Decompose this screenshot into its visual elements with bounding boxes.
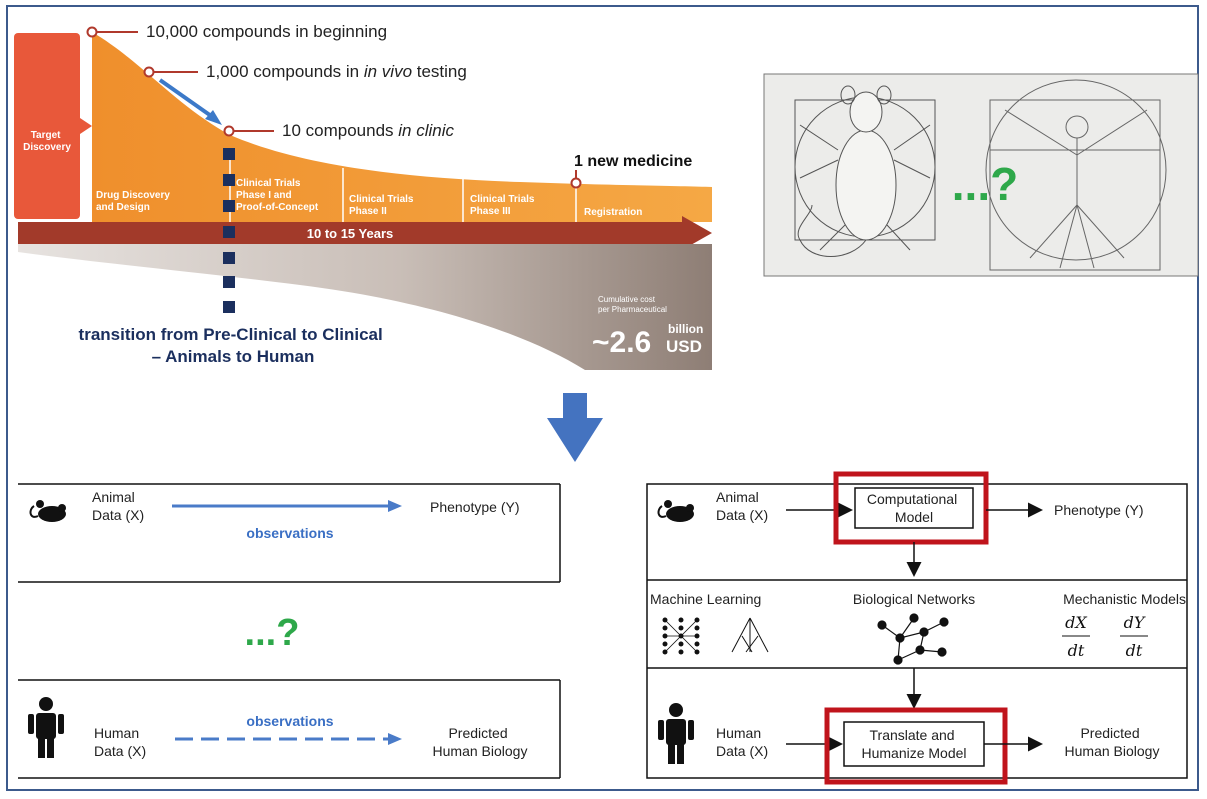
figure-frame	[6, 5, 1199, 791]
stage-registration-label: Registration	[584, 207, 642, 218]
timeline-arrow	[18, 216, 712, 250]
left-phenotype: Phenotype (Y)	[430, 499, 520, 515]
right-phenotype: Phenotype (Y)	[1054, 502, 1144, 518]
drug-pipeline-funnel: Target Discovery Drug Discovery and Desi…	[14, 22, 712, 370]
target-discovery-notch	[80, 118, 92, 134]
left-animal-label: Animal Data (X)	[92, 489, 144, 523]
right-predicted: Predicted Human Biology	[1065, 725, 1160, 759]
svg-text:dt: dt	[1126, 641, 1143, 660]
human-icon	[28, 697, 64, 758]
right-panel: Animal Data (X) Computational Model Phen…	[646, 471, 1188, 785]
callout-10000: 10,000 compounds in beginning	[146, 22, 387, 41]
cost-unit: billion USD	[666, 320, 708, 356]
svg-text:dt: dt	[1068, 641, 1085, 660]
target-discovery-label: Target Discovery	[23, 130, 71, 153]
ml-label: Machine Learning	[650, 591, 761, 607]
vitruvian-sketch: ...?	[763, 73, 1199, 277]
transition-dashed-marker	[223, 148, 235, 313]
callout-10: 10 compounds in clinic	[282, 121, 454, 140]
translate-model-highlight	[824, 707, 1008, 785]
cumulative-cost-area	[18, 244, 712, 370]
marker-10000	[86, 26, 98, 38]
sketch-question: ...?	[952, 158, 1018, 210]
callout-1000: 1,000 compounds in in vivo testing	[206, 62, 467, 81]
callout-new-medicine: 1 new medicine	[574, 153, 692, 170]
decline-arrow-shaft	[158, 78, 216, 120]
network-graph-icon	[877, 613, 949, 665]
right-mouse-icon	[657, 500, 694, 522]
mech-models-label: Mechanistic Models	[1063, 591, 1186, 607]
marker-new-medicine	[570, 177, 582, 189]
decline-arrow-head	[205, 110, 222, 125]
left-panel: Animal Data (X) observations Phenotype (…	[18, 483, 561, 779]
right-human-label: Human Data (X)	[716, 725, 768, 759]
marker-10	[223, 125, 235, 137]
down-arrow	[547, 393, 603, 462]
left-observations-bottom: observations	[246, 713, 333, 729]
left-predicted: Predicted Human Biology	[433, 725, 528, 759]
timeline-label: 10 to 15 Years	[307, 226, 394, 241]
computational-model-box	[854, 487, 974, 529]
translate-model-label: Translate and Humanize Model	[861, 727, 966, 761]
mouse-icon	[29, 500, 66, 522]
stage-clinical-2-label: Clinical Trials Phase II	[349, 194, 416, 217]
decision-tree-icon	[731, 617, 769, 653]
bio-networks-label: Biological Networks	[853, 591, 975, 607]
stage-clinical-3-label: Clinical Trials Phase III	[470, 194, 537, 217]
computational-model-label: Computational Model	[867, 491, 961, 525]
left-question: ...?	[245, 612, 300, 654]
svg-text:dY: dY	[1124, 613, 1146, 632]
left-observations-top: observations	[246, 525, 333, 541]
right-human-icon	[658, 703, 694, 764]
vitruvian-man-drawing	[985, 79, 1167, 271]
differential-equations: dX dt dY dt	[1062, 613, 1148, 660]
right-animal-label: Animal Data (X)	[716, 489, 768, 523]
neural-net-icon	[662, 617, 700, 655]
computational-model-highlight	[833, 471, 989, 545]
cost-caption: Cumulative cost per Pharmaceutical	[598, 295, 667, 314]
transition-caption: transition from Pre-Clinical to Clinical…	[79, 325, 388, 366]
stage-clinical-1-label: Clinical Trials Phase I and Proof-of-Con…	[236, 178, 319, 213]
left-human-label: Human Data (X)	[94, 725, 146, 759]
cost-value: ~2.6	[592, 326, 651, 359]
compound-funnel-area	[92, 32, 712, 222]
vitruvian-mouse-drawing	[794, 85, 936, 257]
marker-1000	[143, 66, 155, 78]
target-discovery-block	[14, 33, 80, 219]
stage-drug-discovery-label: Drug Discovery and Design	[96, 190, 173, 213]
svg-text:dX: dX	[1065, 613, 1087, 632]
